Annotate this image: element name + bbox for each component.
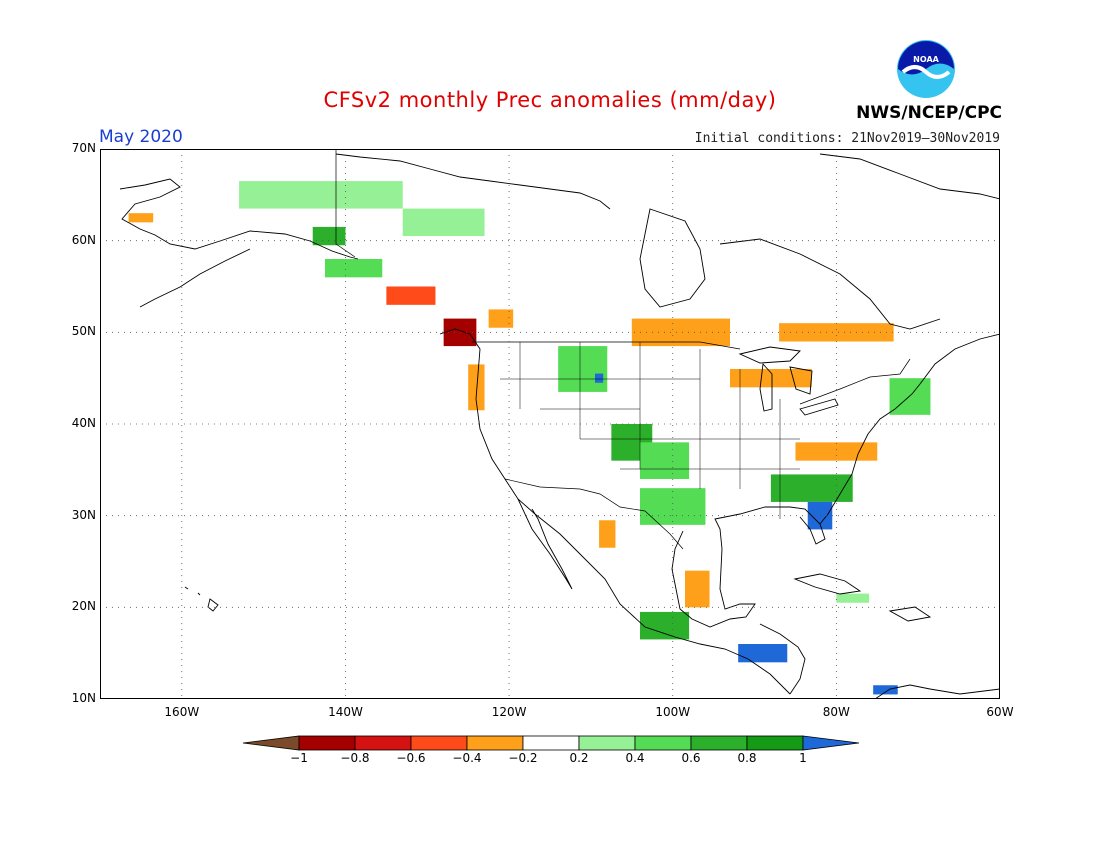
colorbar-swatch xyxy=(522,735,580,751)
anomaly-region-mexico-west xyxy=(599,520,616,548)
anomaly-region-ontario-quebec xyxy=(779,323,894,342)
colorbar-tick-label: 0.4 xyxy=(625,751,645,765)
border-layer xyxy=(335,149,911,550)
anomaly-region-great-lakes xyxy=(730,369,812,388)
anomaly-region-southeast xyxy=(770,474,853,502)
anomaly-region-wyoming-blue xyxy=(595,373,604,383)
lat-tick-label: 30N xyxy=(71,507,96,522)
lat-tick-label: 60N xyxy=(71,232,96,247)
lat-tick-label: 70N xyxy=(71,141,96,155)
colorbar-tick-label: −0.6 xyxy=(396,751,426,765)
hudson-bay xyxy=(639,208,706,308)
anomaly-region-alaska-panhandle xyxy=(325,259,383,278)
anomaly-region-alberta xyxy=(488,309,514,328)
map-canvas xyxy=(100,149,1000,699)
colorbar-swatch xyxy=(410,735,468,751)
alaska-peninsula xyxy=(139,248,251,308)
colorbar-tick-label: −0.2 xyxy=(508,751,538,765)
greenland-coastline xyxy=(819,153,1000,200)
anomaly-region-new-england xyxy=(889,378,931,415)
colorbar-tick-label: 1 xyxy=(799,751,807,765)
colorbar-tick-label: −0.4 xyxy=(452,751,482,765)
arctic-coastline xyxy=(335,153,611,210)
colorbar-swatch xyxy=(578,735,636,751)
colorbar-swatch xyxy=(690,735,748,751)
noaa-logo: NOAA xyxy=(897,40,955,98)
lat-tick-label: 20N xyxy=(71,599,96,614)
colorbar-swatch xyxy=(634,735,692,751)
initial-conditions: Initial conditions: 21Nov2019–30Nov2019 xyxy=(694,131,1000,146)
page-title: CFSv2 monthly Prec anomalies (mm/day) xyxy=(323,88,777,112)
south-america-coast xyxy=(874,684,1000,699)
colorbar-arrow-low xyxy=(242,735,300,751)
us-mexico-border xyxy=(504,478,684,550)
mexico-west-coast xyxy=(534,513,791,695)
alaska-canada-border xyxy=(335,149,356,258)
graticule xyxy=(100,149,1000,699)
colorbar-tick-label: −0.8 xyxy=(340,751,370,765)
lake-erie xyxy=(799,398,839,416)
logo-text: NOAA xyxy=(913,55,939,64)
colorbar-swatch xyxy=(746,735,804,751)
anomaly-region-mexico-south xyxy=(640,611,690,640)
anomaly-region-canadian-prairies xyxy=(631,318,730,347)
anomaly-region-bc-coast xyxy=(386,286,436,305)
anomaly-layer xyxy=(128,181,931,695)
lon-tick-label: 140W xyxy=(328,705,363,719)
central-america-coast xyxy=(759,623,806,695)
lon-tick-label: 80W xyxy=(822,705,850,719)
anomaly-region-oregon-coast xyxy=(468,364,485,411)
agency-label: NWS/NCEP/CPC xyxy=(856,103,1002,123)
alaska-coastline xyxy=(119,178,359,260)
forecast-month: May 2020 xyxy=(99,127,183,147)
anomaly-region-caribbean-south xyxy=(873,685,898,695)
colorbar-tick-label: 0.8 xyxy=(737,751,757,765)
lat-tick-label: 10N xyxy=(71,691,96,705)
colorbar-swatch xyxy=(354,735,412,751)
baja-california xyxy=(517,498,573,590)
anomaly-region-alaska-west xyxy=(128,213,154,223)
anomaly-region-montana-wyoming xyxy=(558,346,608,392)
hawaii-islands xyxy=(184,586,219,612)
colorbar xyxy=(242,735,860,751)
us-east-coast xyxy=(819,333,1000,525)
lake-superior xyxy=(738,346,801,364)
anomaly-region-central-america xyxy=(738,644,788,663)
us-state-lines xyxy=(500,342,800,519)
anomaly-region-mexico-gulf xyxy=(685,570,710,608)
anomaly-region-se-alaska xyxy=(312,226,346,246)
colorbar-swatch xyxy=(466,735,524,751)
anomaly-region-nw-territories xyxy=(402,208,485,237)
colorbar-swatch xyxy=(298,735,356,751)
hispaniola xyxy=(888,606,932,622)
lon-tick-label: 100W xyxy=(655,705,691,719)
colorbar-arrow-high xyxy=(802,735,860,751)
lon-tick-label: 160W xyxy=(164,705,200,719)
colorbar-tick-label: 0.2 xyxy=(569,751,589,765)
lon-tick-label: 120W xyxy=(491,705,527,719)
anomaly-region-cuba xyxy=(836,593,870,603)
anomaly-region-yukon-north xyxy=(239,181,403,209)
labrador-coastline xyxy=(719,238,941,330)
lake-michigan xyxy=(759,362,773,412)
lat-tick-label: 50N xyxy=(71,324,96,339)
colorbar-tick-label: 0.6 xyxy=(681,751,701,765)
us-canada-border xyxy=(472,341,911,405)
lat-tick-label: 40N xyxy=(71,416,96,430)
lake-huron xyxy=(789,366,813,395)
anomaly-region-ohio-valley xyxy=(795,442,878,461)
cuba xyxy=(793,573,862,595)
lon-tick-label: 60W xyxy=(986,705,1014,719)
anomaly-region-texas xyxy=(640,488,706,525)
anomaly-region-kansas-oklahoma xyxy=(640,442,690,479)
colorbar-tick-label: −1 xyxy=(290,751,308,765)
